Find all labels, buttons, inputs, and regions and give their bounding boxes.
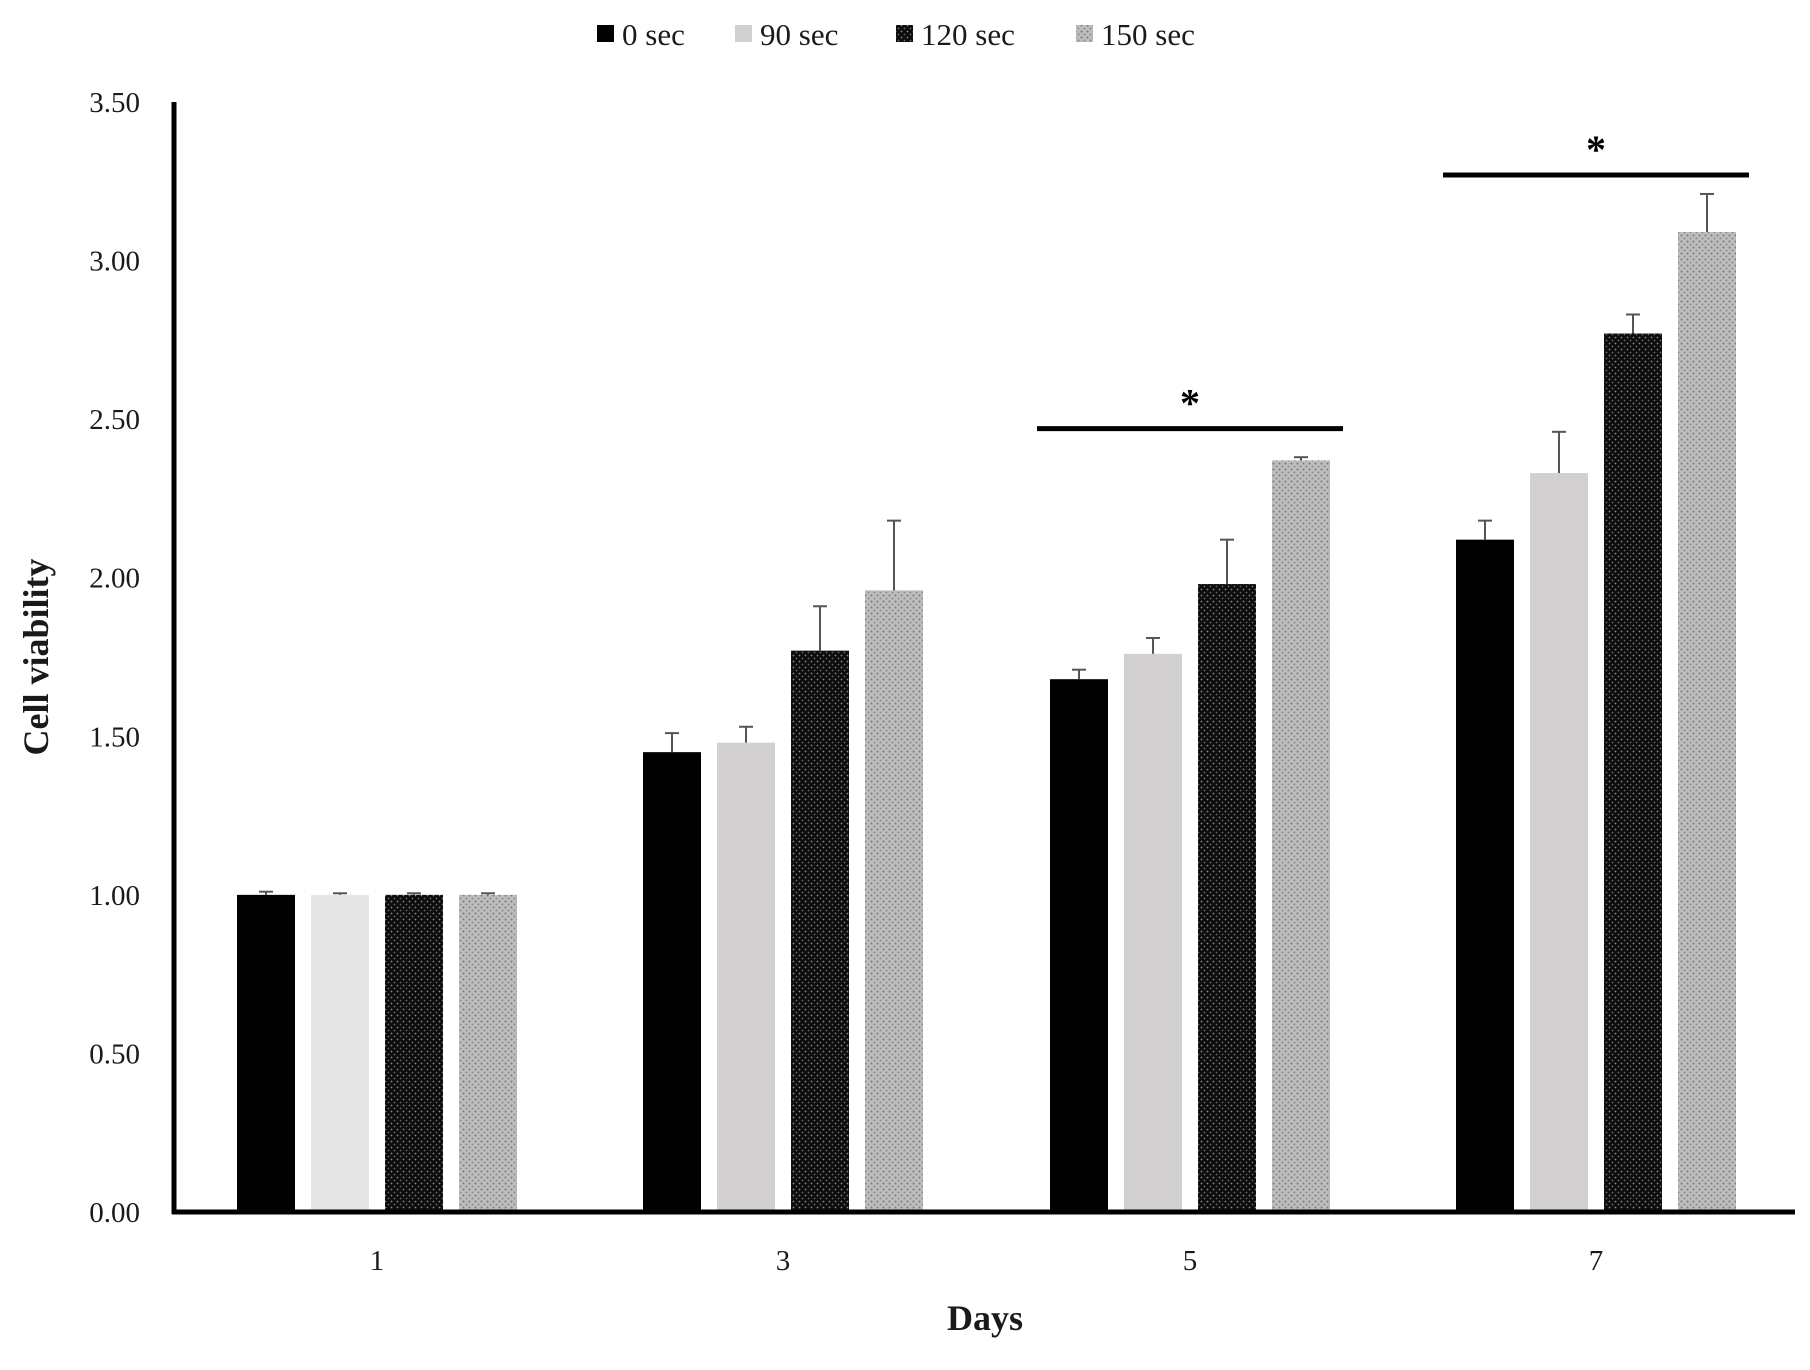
- y-tick-label: 3.00: [89, 246, 140, 278]
- legend-label-150-sec: 150 sec: [1101, 17, 1195, 52]
- y-tick-label: 1.50: [89, 721, 140, 753]
- bar-90-sec-day-5: [1124, 653, 1182, 1212]
- bar-120-sec-day-5: [1198, 584, 1256, 1212]
- bar-150-sec-day-7: [1678, 232, 1736, 1212]
- tick-labels: 0.00 0.50 1.00 1.50 2.00 2.50 3.00 3.50 1 3 5 7: [89, 87, 1603, 1277]
- bar-120-sec-day-1: [385, 894, 443, 1212]
- y-tick-label: 0.50: [89, 1038, 140, 1070]
- bar-0-sec-day-1: [237, 894, 295, 1212]
- y-tick-label: 1.00: [89, 880, 140, 912]
- bar-150-sec-day-1: [459, 894, 517, 1212]
- legend-label-120-sec: 120 sec: [921, 17, 1015, 52]
- legend-label-0-sec: 0 sec: [622, 17, 685, 52]
- axes: [171, 102, 1795, 1215]
- bar-120-sec-day-3: [791, 650, 849, 1212]
- y-tick-label: 2.50: [89, 404, 140, 436]
- bar-150-sec-day-3: [865, 590, 923, 1212]
- error-bars: [259, 192, 1714, 895]
- legend: 0 sec 90 sec 120 sec 150 sec: [597, 17, 1195, 52]
- significance-annotations: **: [1037, 127, 1749, 432]
- legend-swatch-150-sec: [1076, 25, 1093, 42]
- legend-swatch-120-sec: [896, 25, 913, 42]
- bar-0-sec-day-5: [1050, 679, 1108, 1212]
- y-tick-label: 3.50: [89, 87, 140, 119]
- significance-star-day-5: *: [1180, 381, 1200, 426]
- bar-90-sec-day-1: [311, 894, 369, 1212]
- bar-90-sec-day-3: [717, 742, 775, 1212]
- bar-150-sec-day-5: [1272, 460, 1330, 1212]
- significance-star-day-7: *: [1586, 127, 1606, 172]
- x-tick-label: 3: [776, 1245, 791, 1277]
- x-tick-label: 7: [1589, 1245, 1604, 1277]
- legend-swatch-90-sec: [735, 25, 752, 42]
- legend-label-90-sec: 90 sec: [760, 17, 838, 52]
- y-axis-title: Cell viability: [16, 559, 56, 756]
- bar-120-sec-day-7: [1604, 333, 1662, 1212]
- bar-0-sec-day-3: [643, 752, 701, 1212]
- bar-90-sec-day-7: [1530, 473, 1588, 1212]
- y-tick-label: 2.00: [89, 563, 140, 595]
- y-tick-label: 0.00: [89, 1197, 140, 1229]
- bars: [237, 232, 1736, 1212]
- x-tick-label: 5: [1183, 1245, 1198, 1277]
- bar-0-sec-day-7: [1456, 539, 1514, 1212]
- x-axis-title: Days: [947, 1298, 1023, 1338]
- legend-swatch-0-sec: [597, 25, 614, 42]
- x-tick-label: 1: [370, 1245, 385, 1277]
